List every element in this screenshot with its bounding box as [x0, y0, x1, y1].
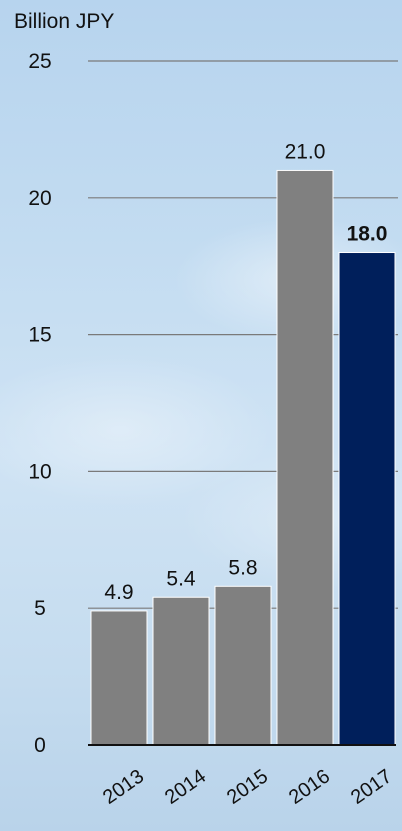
x-tick-label-2013: 2013 — [99, 765, 148, 809]
bar-2013 — [90, 610, 148, 746]
bar-value-label-2014: 5.4 — [166, 567, 196, 590]
bar-value-label-2015: 5.8 — [228, 556, 257, 579]
y-tick-label: 20 — [28, 187, 51, 210]
bar-2015 — [214, 585, 272, 746]
x-tick-label-2016: 2016 — [285, 765, 334, 809]
x-tick-labels: 2013 2014 2015 2016 2017 — [99, 765, 396, 809]
bar-2016 — [276, 169, 334, 746]
bar-value-label-2016: 21.0 — [285, 140, 326, 163]
y-tick-label: 10 — [28, 460, 51, 483]
x-tick-label-2017: 2017 — [347, 765, 396, 809]
x-tick-label-2014: 2014 — [161, 765, 210, 809]
y-tick-label: 5 — [34, 597, 46, 620]
bar-value-labels: 4.9 5.4 5.8 21.0 18.0 — [104, 140, 387, 603]
y-tick-labels: 0 5 10 15 20 25 — [28, 50, 51, 757]
bars — [90, 169, 396, 746]
y-tick-label: 0 — [34, 734, 46, 757]
y-tick-label: 15 — [28, 324, 51, 347]
bar-2017 — [338, 252, 396, 746]
x-tick-label-2015: 2015 — [223, 765, 272, 809]
y-axis-unit-label: Billion JPY — [14, 10, 114, 33]
bar-value-label-2013: 4.9 — [104, 581, 133, 604]
y-tick-label: 25 — [28, 50, 51, 73]
bar-value-label-2017: 18.0 — [347, 223, 388, 246]
bar-2014 — [152, 596, 210, 746]
